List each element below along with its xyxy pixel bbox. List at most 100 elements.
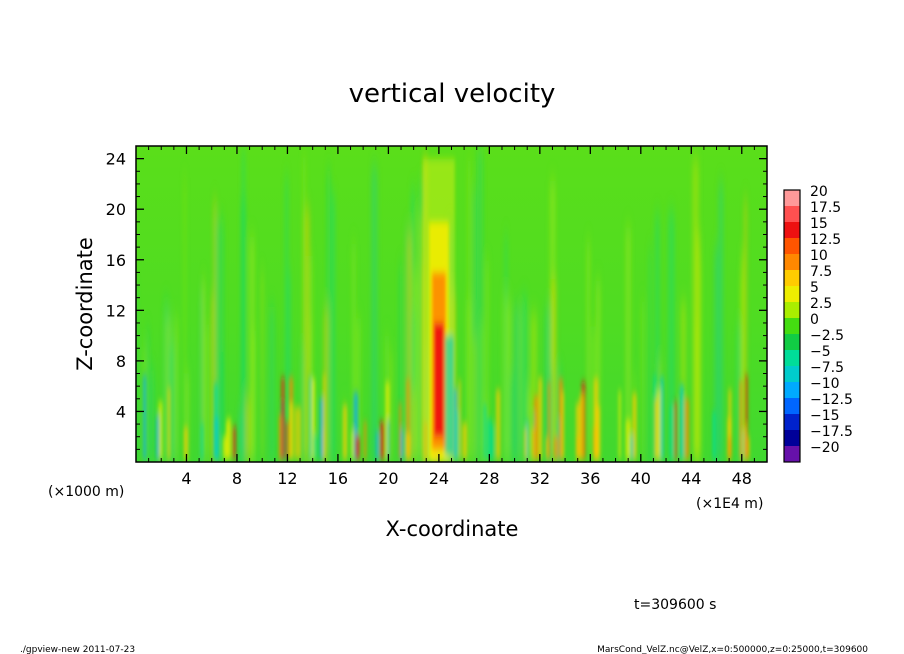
field-streak [302, 157, 307, 462]
field-cell [743, 425, 747, 460]
field-cell [630, 435, 634, 460]
field-cell [226, 420, 229, 460]
field-streak [509, 373, 515, 462]
field-cell [491, 425, 495, 460]
field-cell [387, 419, 390, 460]
field-cell [679, 384, 684, 460]
field-cell [184, 426, 188, 460]
field-streak [544, 307, 551, 462]
field-cell [158, 401, 163, 460]
x-tick-label: 24 [429, 469, 449, 488]
field-cell [167, 386, 171, 460]
field-streak [390, 352, 393, 462]
x-tick-label: 40 [631, 469, 651, 488]
colorbar-swatch [784, 302, 800, 319]
field-streak [287, 272, 291, 462]
field-streak [586, 241, 591, 462]
x-unit-right: (×1E4 m) [696, 496, 763, 512]
field-streak [473, 337, 477, 462]
colorbar-swatch [784, 270, 800, 287]
x-tick-label: 32 [530, 469, 550, 488]
field-streak [323, 308, 329, 462]
field-cell [579, 394, 585, 460]
x-tick-label: 44 [681, 469, 701, 488]
colorbar-label: −7.5 [810, 360, 844, 376]
y-tick-label: 20 [106, 200, 126, 219]
y-tick-label: 12 [106, 301, 126, 320]
colorbar: 2017.51512.5107.552.50−2.5−5−7.5−10−12.5… [783, 184, 853, 463]
field-cell [728, 388, 732, 460]
field-cell [278, 414, 282, 460]
field-streak [695, 233, 701, 462]
colorbar-label: 0 [810, 312, 819, 328]
field-streak [595, 280, 601, 462]
field-cell [462, 422, 468, 460]
field-cell [376, 431, 379, 460]
colorbar-label: −2.5 [810, 328, 844, 344]
field-cell [632, 392, 637, 460]
field-cell [343, 404, 347, 460]
colorbar-label: −12.5 [810, 392, 853, 408]
colorbar-label: −17.5 [810, 424, 853, 440]
field-cell [398, 402, 402, 460]
field-streak [210, 293, 214, 462]
field-streak [405, 225, 408, 462]
field-streak [398, 265, 403, 462]
field-cell [487, 418, 492, 460]
field-cell [355, 435, 360, 460]
colorbar-swatch [784, 446, 800, 463]
field-cell [524, 427, 527, 460]
field-cell [538, 377, 543, 460]
colorbar-label: 5 [810, 280, 819, 296]
x-tick-label: 20 [378, 469, 398, 488]
field-streak [268, 306, 275, 462]
time-label: t=309600 s [634, 597, 716, 613]
field-cell [674, 400, 677, 460]
field-streak [405, 233, 413, 462]
y-tick-label: 4 [116, 402, 126, 421]
colorbar-label: 12.5 [810, 232, 841, 248]
field-streak [485, 260, 490, 462]
field-cell [554, 436, 559, 460]
field-cell [618, 390, 621, 460]
colorbar-label: −10 [810, 376, 840, 392]
field-cell [654, 398, 658, 460]
field-cell [156, 414, 160, 460]
colorbar-label: 2.5 [810, 296, 832, 312]
field-cell [455, 410, 460, 460]
chart-title: vertical velocity [349, 79, 556, 109]
colorbar-swatch [784, 430, 800, 447]
field-streak [550, 370, 554, 462]
colorbar-label: 20 [810, 184, 828, 200]
field-cell [684, 398, 690, 460]
colorbar-swatch [784, 318, 800, 335]
field-streak [713, 247, 720, 462]
field-streak [303, 207, 311, 462]
field-streak [528, 388, 532, 462]
field-streak [169, 343, 175, 462]
colorbar-label: 17.5 [810, 200, 841, 216]
downdraft-flank [444, 335, 454, 456]
field-cell [660, 376, 664, 460]
colorbar-swatch [784, 350, 800, 367]
colorbar-frame [783, 189, 801, 463]
field-cell [561, 391, 565, 460]
colorbar-swatch [784, 190, 800, 207]
field-streak [284, 176, 289, 462]
colorbar-swatch [784, 382, 800, 399]
field-streak [371, 166, 378, 462]
field-cell [297, 406, 301, 460]
field-streak [185, 373, 190, 462]
field-streak [351, 244, 356, 462]
field-streak [202, 279, 206, 462]
field-streak [625, 227, 632, 462]
field-streak [718, 183, 724, 462]
field-cell [458, 379, 461, 460]
field-streak [205, 324, 210, 462]
field-cell [363, 420, 367, 460]
field-cell [285, 421, 289, 460]
field-streak [217, 219, 224, 462]
field-cell [309, 376, 312, 460]
y-tick-label: 8 [116, 352, 126, 371]
y-tick-label: 24 [106, 150, 126, 169]
